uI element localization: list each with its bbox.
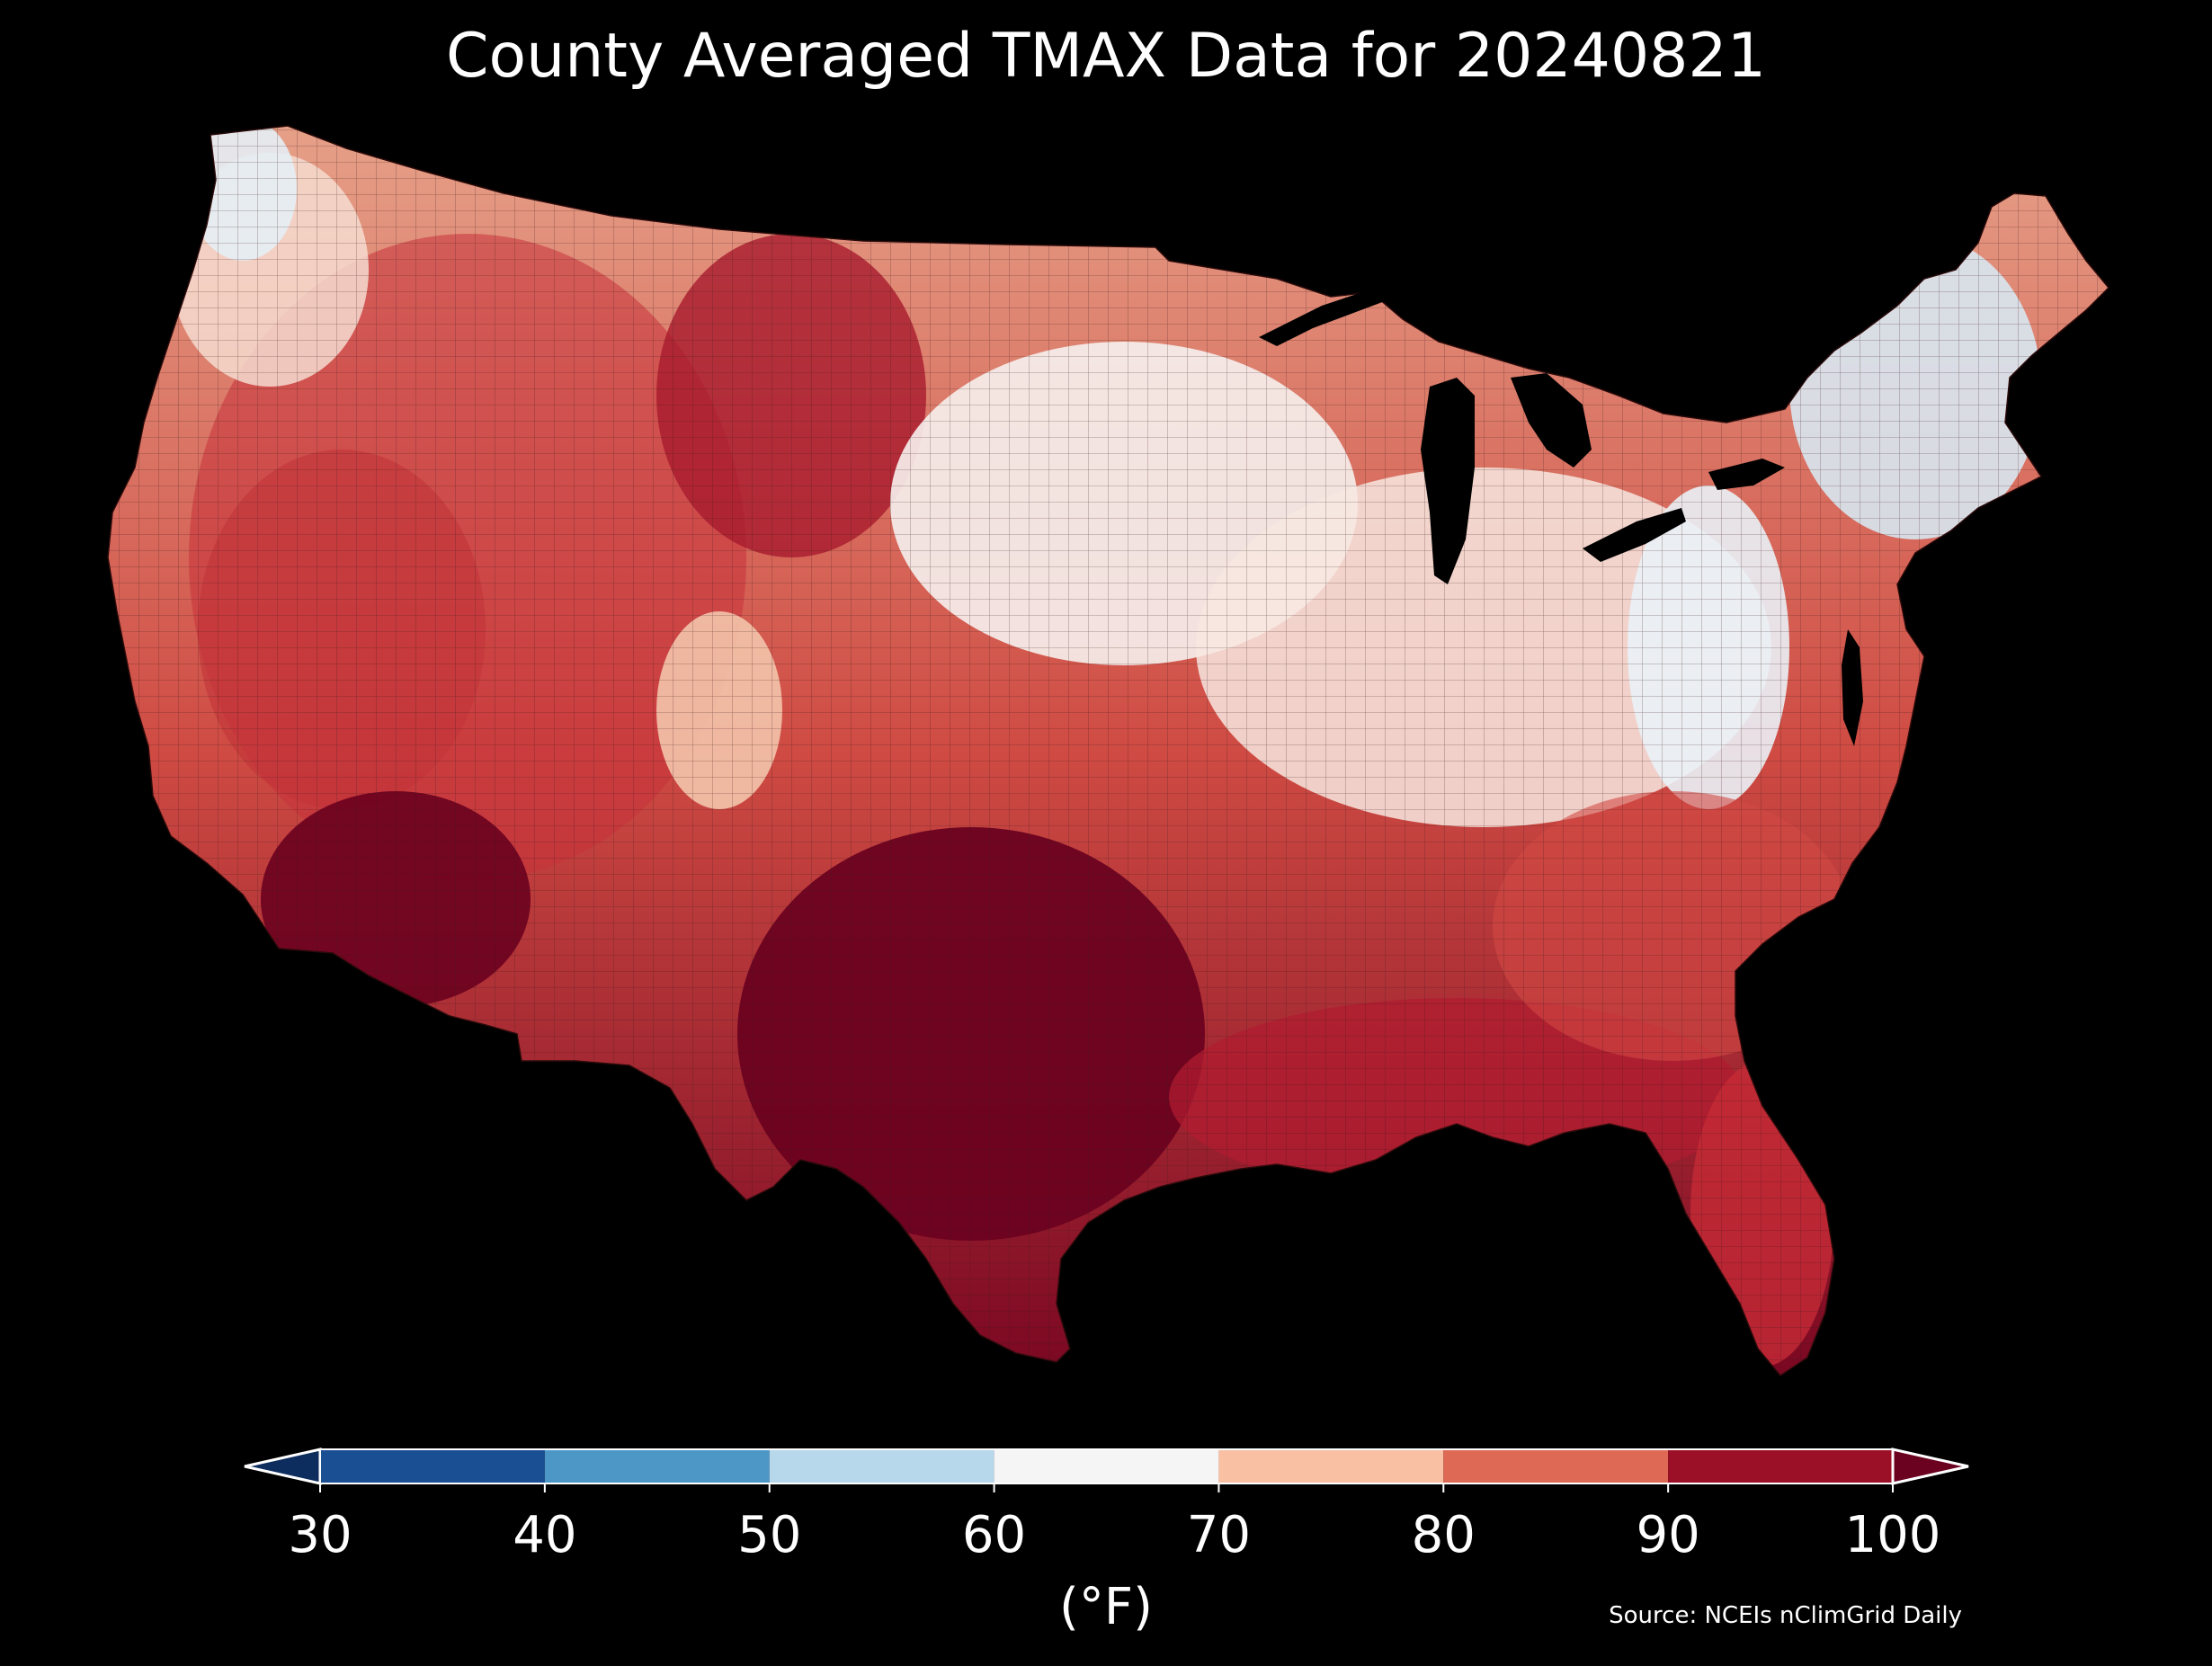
colorbar-under-arrow [244, 1448, 322, 1485]
colorbar-tick-label: 90 [1636, 1506, 1700, 1564]
colorbar-tick-label: 50 [737, 1506, 802, 1564]
colorbar-outline [319, 1448, 1894, 1484]
colorbar-tick-label: 30 [288, 1506, 352, 1564]
lake-erie [1583, 508, 1686, 562]
colorbar-bin-5 [1443, 1449, 1669, 1483]
lake-michigan [1421, 378, 1475, 584]
colorbar-tick-label: 40 [513, 1506, 577, 1564]
colorbar-bin-6 [1668, 1449, 1893, 1483]
lake-ontario [1708, 459, 1785, 490]
colorbar-tick-label: 100 [1844, 1506, 1941, 1564]
colorbar [244, 1448, 1969, 1492]
great-lakes [1259, 288, 1863, 746]
colorbar-bin-1 [544, 1449, 770, 1483]
colorbar-bin-3 [994, 1449, 1219, 1483]
colorbar-bin-0 [320, 1449, 545, 1483]
source-note: Source: NCEIs nClimGrid Daily [1609, 1602, 1962, 1629]
colorbar-bin-4 [1218, 1449, 1444, 1483]
colorbar-tick-label: 60 [961, 1506, 1027, 1564]
conus-land [107, 125, 2109, 1376]
lake-huron [1511, 373, 1592, 468]
colorbar-tick-label: 80 [1411, 1506, 1476, 1564]
colorbar-tick-label: 70 [1186, 1506, 1252, 1564]
map-title: County Averaged TMAX Data for 20240821 [446, 21, 1766, 92]
colorbar-bin-2 [769, 1449, 995, 1483]
lake-superior [1259, 288, 1385, 346]
colorbar-unit-label: (°F) [1059, 1578, 1153, 1636]
colorbar-over-arrow [1891, 1448, 1969, 1485]
chesapeake-bay [1842, 629, 1863, 746]
